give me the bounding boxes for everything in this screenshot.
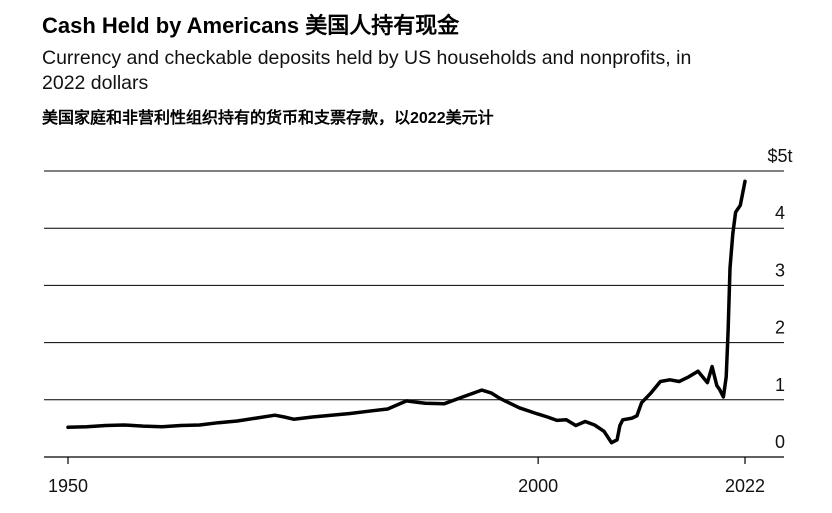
y-tick-label-4: 4 [775, 203, 785, 223]
x-axis: 1950 2000 2022 [48, 457, 765, 496]
y-tick-label-0: 0 [775, 432, 785, 452]
series-layer [66, 179, 747, 445]
chart-subtitle: Currency and checkable deposits held by … [42, 47, 692, 94]
gridlines [44, 170, 784, 458]
chart-subtitle-chinese: 美国家庭和非营利性组织持有的货币和支票存款，以2022美元计 [42, 110, 494, 127]
x-tick-label-1950: 1950 [48, 476, 88, 496]
y-tick-label-1: 1 [775, 375, 785, 395]
y-tick-label-2: 2 [775, 318, 785, 338]
y-tick-label-5: $5t [767, 146, 792, 166]
x-tick-label-2022: 2022 [725, 476, 765, 496]
series-line-0 [66, 179, 747, 445]
x-tick-label-2000: 2000 [518, 476, 558, 496]
y-axis-labels: 0 1 2 3 4 $5t [767, 146, 792, 452]
chart-title: Cash Held by Americans 美国人持有现金 [42, 13, 460, 38]
y-tick-label-3: 3 [775, 260, 785, 280]
